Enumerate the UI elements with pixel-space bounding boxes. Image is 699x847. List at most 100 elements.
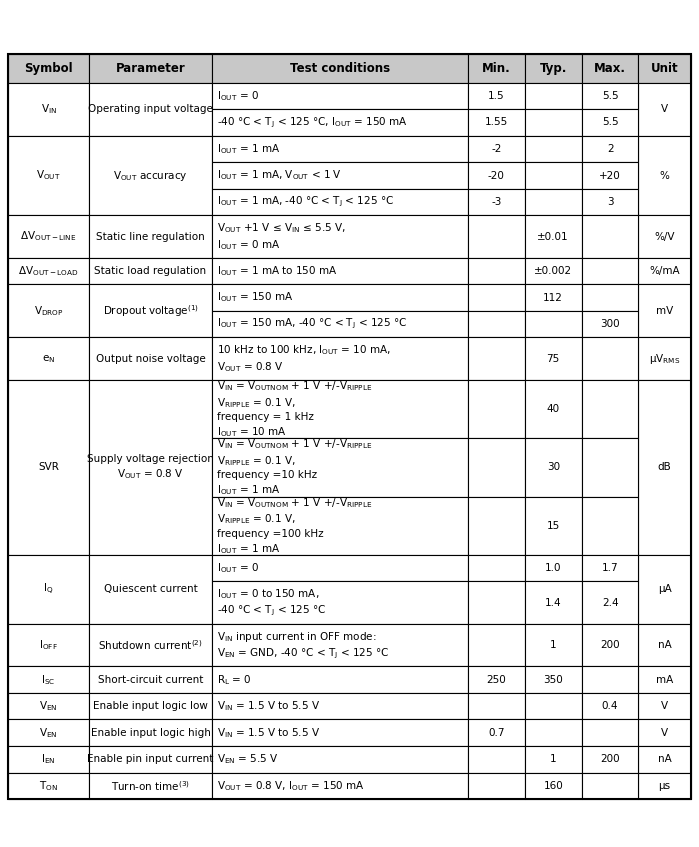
Text: e$_\mathregular{N}$: e$_\mathregular{N}$ [42, 352, 55, 364]
Text: V$_\mathregular{EN}$ = 5.5 V: V$_\mathregular{EN}$ = 5.5 V [217, 752, 278, 767]
Bar [638, 379, 691, 555]
Bar [638, 83, 691, 136]
Bar [468, 311, 525, 337]
Bar [525, 311, 582, 337]
Text: dB: dB [658, 462, 672, 473]
Bar [212, 746, 468, 772]
Text: Enable input logic high: Enable input logic high [91, 728, 210, 738]
Text: ΔV$_\mathregular{OUT-LOAD}$: ΔV$_\mathregular{OUT-LOAD}$ [18, 264, 79, 278]
Bar [8, 83, 89, 136]
Text: 10 kHz to 100 kHz, I$_\mathregular{OUT}$ = 10 mA,
V$_\mathregular{OUT}$ = 0.8 V: 10 kHz to 100 kHz, I$_\mathregular{OUT}$… [217, 343, 391, 374]
Text: 1.0: 1.0 [545, 563, 561, 573]
Bar [8, 667, 89, 693]
Bar [8, 54, 89, 83]
Text: V$_\mathregular{OUT}$ accuracy: V$_\mathregular{OUT}$ accuracy [113, 169, 188, 183]
Text: 5.5: 5.5 [602, 118, 619, 128]
Bar [212, 582, 468, 624]
Bar [582, 772, 638, 799]
Bar [89, 285, 212, 337]
Text: I$_\mathregular{SC}$: I$_\mathregular{SC}$ [41, 673, 56, 687]
Bar [525, 693, 582, 719]
Text: I$_\mathregular{OUT}$ = 1 mA, V$_\mathregular{OUT}$ < 1 V: I$_\mathregular{OUT}$ = 1 mA, V$_\mathre… [217, 169, 342, 182]
Text: μA: μA [658, 584, 672, 595]
Bar [468, 746, 525, 772]
Text: V$_\mathregular{IN}$: V$_\mathregular{IN}$ [41, 102, 57, 116]
Text: T$_\mathregular{ON}$: T$_\mathregular{ON}$ [39, 779, 58, 793]
Text: V$_\mathregular{IN}$ = V$_\mathregular{OUTNOM}$ + 1 V +/-V$_\mathregular{RIPPLE}: V$_\mathregular{IN}$ = V$_\mathregular{O… [217, 438, 373, 497]
Text: -2: -2 [491, 144, 502, 154]
Bar [638, 772, 691, 799]
Bar [8, 719, 89, 746]
Text: I$_\mathregular{OUT}$ = 0: I$_\mathregular{OUT}$ = 0 [217, 89, 259, 102]
Bar [525, 189, 582, 215]
Text: Static load regulation: Static load regulation [94, 266, 207, 276]
Bar [468, 136, 525, 163]
Text: Shutdown current$^\mathregular{(2)}$: Shutdown current$^\mathregular{(2)}$ [98, 639, 203, 652]
Text: Parameter: Parameter [115, 62, 185, 75]
Bar [638, 555, 691, 624]
Bar [525, 337, 582, 379]
Text: Supply voltage rejection
V$_\mathregular{OUT}$ = 0.8 V: Supply voltage rejection V$_\mathregular… [87, 454, 214, 481]
Text: I$_\mathregular{OUT}$ = 0: I$_\mathregular{OUT}$ = 0 [217, 562, 259, 575]
Bar [525, 109, 582, 136]
Bar [582, 83, 638, 109]
Bar [582, 311, 638, 337]
Bar [212, 693, 468, 719]
Text: Unit: Unit [651, 62, 678, 75]
Bar [212, 215, 468, 257]
Bar [582, 215, 638, 257]
Bar [468, 285, 525, 311]
Bar [89, 746, 212, 772]
Text: +20: +20 [599, 170, 621, 180]
Text: 1: 1 [550, 640, 556, 650]
Bar [582, 719, 638, 746]
Bar [89, 555, 212, 624]
Bar [468, 109, 525, 136]
Text: I$_\mathregular{OUT}$ = 0 to 150 mA,
-40 °C < T$_\mathregular{J}$ < 125 °C: I$_\mathregular{OUT}$ = 0 to 150 mA, -40… [217, 587, 326, 618]
Text: Min.: Min. [482, 62, 511, 75]
Text: -40 °C < T$_\mathregular{J}$ < 125 °C, I$_\mathregular{OUT}$ = 150 mA: -40 °C < T$_\mathregular{J}$ < 125 °C, I… [217, 115, 408, 130]
Bar [212, 54, 468, 83]
Text: Typ.: Typ. [540, 62, 567, 75]
Bar [638, 624, 691, 667]
Bar [582, 337, 638, 379]
Text: V: V [661, 104, 668, 114]
Text: μs: μs [658, 781, 670, 791]
Bar [525, 54, 582, 83]
Text: 1.4: 1.4 [545, 598, 561, 607]
Bar [8, 136, 89, 215]
Text: 160: 160 [543, 781, 563, 791]
Bar [212, 337, 468, 379]
Text: Short-circuit current: Short-circuit current [98, 675, 203, 684]
Text: 5.5: 5.5 [602, 91, 619, 101]
Bar [8, 337, 89, 379]
Bar [468, 163, 525, 189]
Bar [468, 582, 525, 624]
Text: V$_\mathregular{OUT}$ +1 V ≤ V$_\mathregular{IN}$ ≤ 5.5 V,
I$_\mathregular{OUT}$: V$_\mathregular{OUT}$ +1 V ≤ V$_\mathreg… [217, 221, 345, 252]
Bar [212, 379, 468, 438]
Text: %: % [660, 170, 670, 180]
Bar [638, 257, 691, 285]
Bar [89, 337, 212, 379]
Bar [525, 379, 582, 438]
Bar [582, 163, 638, 189]
Text: V$_\mathregular{OUT}$: V$_\mathregular{OUT}$ [36, 169, 61, 182]
Bar [468, 719, 525, 746]
Bar [468, 257, 525, 285]
Text: μV$_\mathregular{RMS}$: μV$_\mathregular{RMS}$ [649, 352, 680, 366]
Text: V: V [661, 728, 668, 738]
Text: Enable input logic low: Enable input logic low [93, 701, 208, 711]
Text: I$_\mathregular{OUT}$ = 1 mA, -40 °C < T$_\mathregular{J}$ < 125 °C: I$_\mathregular{OUT}$ = 1 mA, -40 °C < T… [217, 195, 394, 209]
Bar [582, 136, 638, 163]
Text: -20: -20 [488, 170, 505, 180]
Text: 1: 1 [550, 754, 556, 764]
Text: -3: -3 [491, 197, 502, 207]
Text: V$_\mathregular{IN}$ = V$_\mathregular{OUTNOM}$ + 1 V +/-V$_\mathregular{RIPPLE}: V$_\mathregular{IN}$ = V$_\mathregular{O… [217, 495, 373, 556]
Bar [212, 83, 468, 109]
Bar [89, 693, 212, 719]
Bar [212, 772, 468, 799]
Bar [212, 257, 468, 285]
Text: 3: 3 [607, 197, 614, 207]
Text: 1.7: 1.7 [602, 563, 619, 573]
Text: 2.4: 2.4 [602, 598, 619, 607]
